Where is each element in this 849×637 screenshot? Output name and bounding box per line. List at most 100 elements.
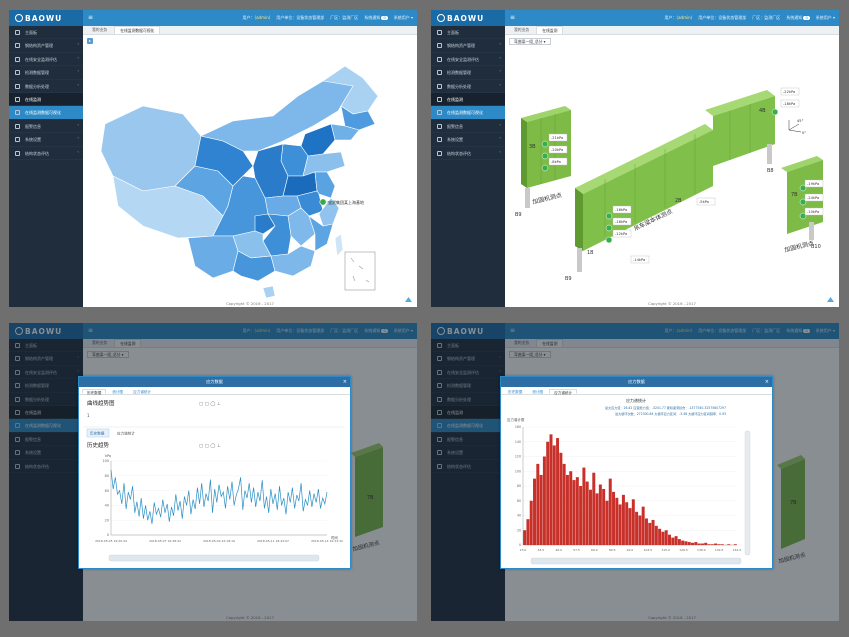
sidebar-item-visualization[interactable]: 在线监测数据可视化 — [9, 106, 83, 120]
hist-bar[interactable] — [569, 471, 573, 545]
hist-bar[interactable] — [628, 508, 632, 546]
sidebar-item-data[interactable]: 检测数据管理‹ — [431, 66, 505, 80]
hist-bar[interactable] — [720, 544, 724, 545]
user-menu-button[interactable]: 系统用户 ▾ — [815, 15, 835, 20]
hist-bar[interactable] — [536, 463, 540, 546]
tab-spectrum[interactable]: 应力谱统计 — [133, 390, 152, 394]
scroll-top-icon[interactable] — [827, 297, 834, 302]
hist-bar[interactable] — [641, 506, 645, 545]
subtab-spectrum[interactable]: 应力谱统计 — [117, 431, 135, 436]
sidebar-item-safety[interactable]: 在线安全监测评估‹ — [431, 53, 505, 67]
hist-bar[interactable] — [615, 497, 619, 545]
close-icon[interactable]: × — [342, 379, 347, 385]
hist-bar[interactable] — [621, 494, 625, 545]
sidebar-item-data[interactable]: 检测数据管理‹ — [9, 66, 83, 80]
hist-bar[interactable] — [717, 544, 721, 545]
notify-button[interactable]: 系统通知 0 — [364, 15, 388, 20]
tab-monitor[interactable]: 在线监测 — [536, 26, 564, 34]
hist-bar[interactable] — [552, 445, 556, 545]
hist-bar[interactable] — [700, 543, 704, 546]
beam-right-face[interactable] — [713, 96, 775, 166]
brand-logo[interactable]: BAOWU — [9, 10, 83, 26]
hist-bar[interactable] — [710, 544, 714, 545]
hist-bar[interactable] — [539, 474, 543, 545]
hist-bar[interactable] — [644, 518, 648, 545]
hist-bar[interactable] — [707, 544, 711, 545]
sidebar-item-dashboard[interactable]: 主面板 — [9, 26, 83, 40]
hist-bar[interactable] — [668, 534, 671, 545]
sidebar-item-analysis[interactable]: 数据分析处理‹ — [9, 80, 83, 93]
hist-bar[interactable] — [684, 541, 688, 545]
hist-bar[interactable] — [575, 477, 579, 545]
sidebar-item-settings[interactable]: 系统设置‹ — [9, 133, 83, 147]
sidebar-item-settings[interactable]: 系统设置‹ — [431, 133, 505, 147]
hist-bar[interactable] — [549, 434, 553, 546]
sidebar-item-assets[interactable]: 钢结构资产管理‹ — [431, 39, 505, 53]
hist-bar[interactable] — [572, 480, 576, 545]
sidebar-item-alarm[interactable]: 报警信息‹ — [9, 120, 83, 134]
hist-bar[interactable] — [565, 474, 569, 545]
hist-bar[interactable] — [631, 499, 635, 546]
hist-bar[interactable] — [612, 491, 616, 545]
hist-bar[interactable] — [654, 525, 658, 545]
hist-bar[interactable] — [595, 493, 599, 546]
sidebar-item-evaluation[interactable]: 结构状态评估‹ — [9, 147, 83, 160]
sidebar-item-monitor[interactable]: 在线监测 — [431, 92, 505, 107]
hist-bar[interactable] — [638, 515, 642, 546]
sidebar-item-alarm[interactable]: 报警信息‹ — [431, 120, 505, 134]
hist-bar[interactable] — [727, 544, 731, 545]
hist-bar[interactable] — [556, 438, 560, 545]
hist-bar[interactable] — [625, 502, 629, 545]
menu-toggle-icon[interactable]: ≡ — [88, 14, 94, 21]
hist-bar[interactable] — [704, 542, 708, 545]
hist-bar[interactable] — [651, 519, 655, 545]
menu-toggle-icon[interactable]: ≡ — [510, 14, 516, 21]
hist-bar[interactable] — [546, 441, 550, 545]
hist-bar[interactable] — [733, 544, 737, 545]
sidebar-item-visualization[interactable]: 在线监测数据可视化 — [431, 106, 505, 120]
hist-bar[interactable] — [533, 478, 537, 546]
hist-bar[interactable] — [579, 486, 583, 545]
user-menu-button[interactable]: 系统用户 ▾ — [393, 15, 413, 20]
sidebar-item-analysis[interactable]: 数据分析处理‹ — [431, 80, 505, 93]
tab-my-business[interactable]: 我的业务 — [92, 27, 108, 32]
zoom-slider[interactable] — [530, 557, 742, 565]
hist-bar[interactable] — [664, 530, 668, 545]
beam-far-right-top[interactable] — [781, 156, 823, 172]
hist-bar[interactable] — [635, 511, 639, 545]
hist-bar[interactable] — [602, 488, 606, 545]
chart2-toolbar-icons[interactable]: ▢ ▢ ◯ ⊥ — [199, 443, 221, 449]
sidebar-item-evaluation[interactable]: 结构状态评估‹ — [431, 147, 505, 160]
region-hainan[interactable] — [262, 285, 276, 299]
series-line[interactable] — [110, 469, 328, 524]
hist-bar[interactable] — [674, 536, 678, 545]
hist-bar[interactable] — [648, 522, 652, 546]
sensor-markers[interactable] — [541, 108, 807, 244]
beam-right-top[interactable] — [705, 90, 775, 116]
beam-left-top[interactable] — [521, 106, 571, 122]
tab-visualization[interactable]: 在线监测数据可视化 — [114, 26, 161, 34]
hist-bar[interactable] — [523, 530, 527, 545]
scroll-top-icon[interactable] — [405, 297, 412, 302]
sidebar-item-assets[interactable]: 钢结构资产管理‹ — [9, 39, 83, 53]
brand-logo[interactable]: BAOWU — [431, 10, 505, 26]
region-taiwan[interactable] — [334, 233, 344, 257]
hist-bar[interactable] — [585, 481, 589, 545]
toolbar-button[interactable]: ▸ — [87, 38, 93, 44]
hist-bar[interactable] — [605, 500, 609, 545]
notify-button[interactable]: 系统通知 0 — [786, 15, 810, 20]
sidebar-item-safety[interactable]: 在线安全监测评估‹ — [9, 53, 83, 67]
hist-bar[interactable] — [658, 528, 662, 546]
region-zhejiang[interactable] — [318, 197, 340, 227]
hist-bar[interactable] — [661, 531, 665, 545]
hist-bar[interactable] — [542, 456, 546, 546]
hist-bar[interactable] — [618, 504, 622, 545]
group-select[interactable]: 弯曲梁一组_总分 ▾ — [509, 38, 551, 45]
hist-bar[interactable] — [592, 472, 596, 545]
hist-bar[interactable] — [691, 542, 695, 545]
hist-bar[interactable] — [677, 539, 681, 545]
tab-stat-chart[interactable]: 统计图 — [532, 390, 544, 394]
hist-bar[interactable] — [589, 489, 592, 545]
hist-bar[interactable] — [526, 519, 530, 545]
hist-vertical-scroll[interactable] — [744, 430, 751, 556]
